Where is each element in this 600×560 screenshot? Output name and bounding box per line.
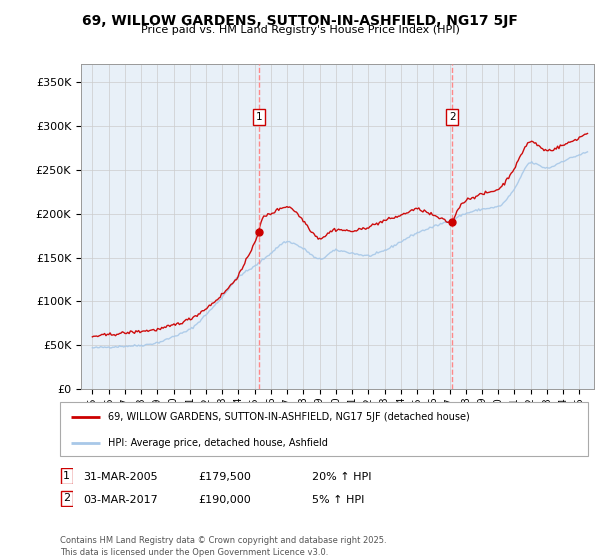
Text: 69, WILLOW GARDENS, SUTTON-IN-ASHFIELD, NG17 5JF: 69, WILLOW GARDENS, SUTTON-IN-ASHFIELD, …	[82, 14, 518, 28]
Text: 31-MAR-2005: 31-MAR-2005	[83, 472, 157, 482]
Text: 2: 2	[449, 112, 455, 122]
Text: 5% ↑ HPI: 5% ↑ HPI	[312, 494, 364, 505]
Text: 20% ↑ HPI: 20% ↑ HPI	[312, 472, 371, 482]
Text: £179,500: £179,500	[198, 472, 251, 482]
Text: 03-MAR-2017: 03-MAR-2017	[83, 494, 158, 505]
Text: £190,000: £190,000	[198, 494, 251, 505]
Text: 1: 1	[256, 112, 262, 122]
FancyBboxPatch shape	[60, 402, 588, 456]
Text: 69, WILLOW GARDENS, SUTTON-IN-ASHFIELD, NG17 5JF (detached house): 69, WILLOW GARDENS, SUTTON-IN-ASHFIELD, …	[107, 412, 469, 422]
FancyBboxPatch shape	[61, 491, 73, 506]
Text: 1: 1	[63, 471, 70, 481]
Text: Contains HM Land Registry data © Crown copyright and database right 2025.
This d: Contains HM Land Registry data © Crown c…	[60, 536, 386, 557]
Text: 2: 2	[63, 493, 70, 503]
Text: Price paid vs. HM Land Registry's House Price Index (HPI): Price paid vs. HM Land Registry's House …	[140, 25, 460, 35]
Text: HPI: Average price, detached house, Ashfield: HPI: Average price, detached house, Ashf…	[107, 438, 328, 447]
FancyBboxPatch shape	[61, 468, 73, 484]
